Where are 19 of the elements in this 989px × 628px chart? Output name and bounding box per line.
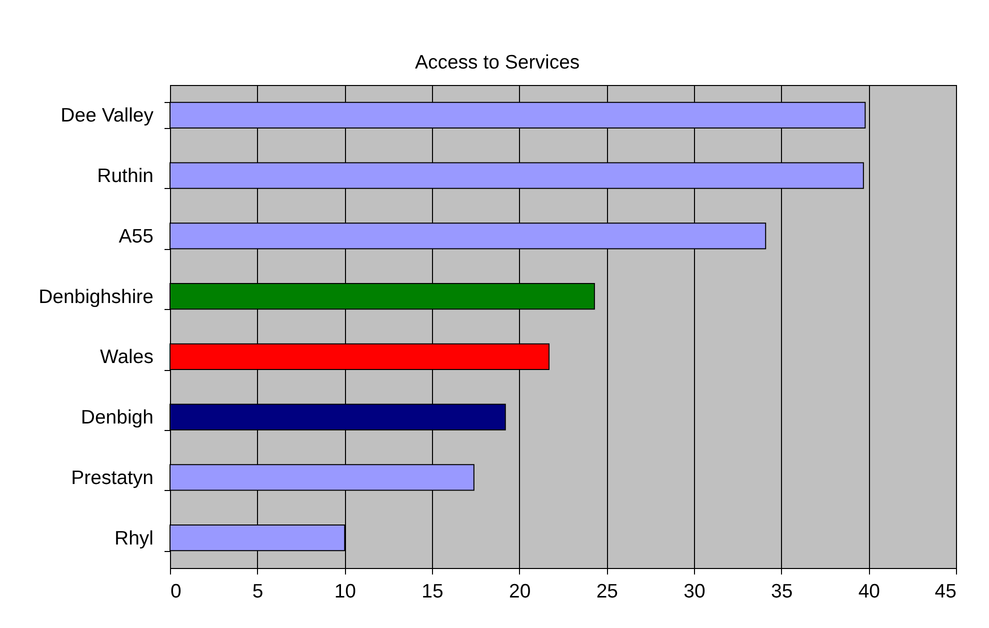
y-tick-label: A55 (118, 225, 154, 248)
x-tick-label: 10 (334, 580, 356, 602)
x-tick-label: 45 (934, 580, 957, 602)
x-tick-label: 30 (684, 580, 706, 602)
chart-title: Access to Services (414, 52, 580, 74)
x-tick-label: 0 (170, 580, 182, 602)
x-tick-label: 5 (252, 580, 264, 602)
x-tick-label: 20 (508, 580, 531, 602)
y-tick-label: Rhyl (114, 527, 154, 550)
y-tick-label: Prestatyn (71, 466, 154, 489)
x-tick-label: 40 (858, 580, 880, 602)
x-tick-label: 25 (596, 580, 618, 602)
x-tick-label: 15 (422, 580, 444, 602)
x-tick-label: 35 (770, 580, 793, 602)
y-tick-label: Wales (100, 346, 154, 368)
y-tick-label: Denbighshire (38, 286, 154, 308)
y-tick-label: Denbigh (80, 406, 154, 429)
y-tick-label: Ruthin (97, 165, 154, 188)
y-tick-label: Dee Valley (60, 104, 154, 127)
